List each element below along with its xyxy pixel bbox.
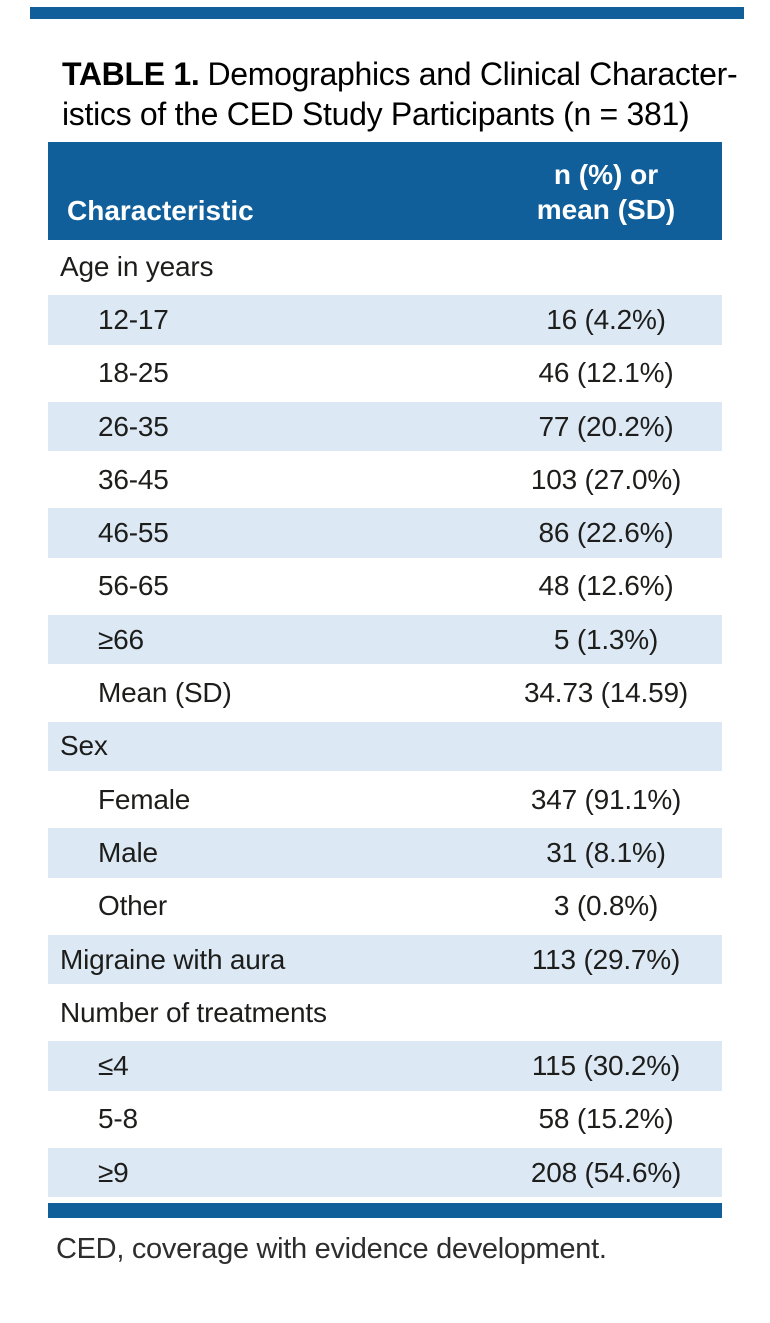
table-row: 56-65 48 (12.6%) <box>48 559 722 614</box>
row-label: 46-55 <box>98 517 169 549</box>
row-value: 48 (12.6%) <box>538 570 674 602</box>
demographics-table: Characteristic n (%) or mean (SD) Age in… <box>48 142 722 1219</box>
table-row: ≥66 5 (1.3%) <box>48 613 722 667</box>
row-label: Age in years <box>60 250 214 282</box>
row-label: 26-35 <box>98 410 169 442</box>
table-caption-line2: istics of the CED Study Participants (n … <box>62 96 690 132</box>
row-value: 3 (0.8%) <box>553 890 659 922</box>
table-row: Sex <box>48 719 722 773</box>
row-value: 34.73 (14.59) <box>524 677 688 709</box>
bottom-rule <box>48 1203 722 1219</box>
row-value: 5 (1.3%) <box>553 623 659 655</box>
table-row: Mean (SD) 34.73 (14.59) <box>48 666 722 720</box>
column-header-value-line1: n (%) or <box>553 159 659 190</box>
row-value: 16 (4.2%) <box>546 303 666 335</box>
column-header-value: n (%) or mean (SD) <box>490 157 722 227</box>
table-row: 46-55 86 (22.6%) <box>48 506 722 560</box>
row-value: 103 (27.0%) <box>530 463 682 495</box>
column-header-characteristic: Characteristic <box>67 195 254 226</box>
row-label: 56-65 <box>98 570 169 602</box>
table-row: Age in years <box>48 240 722 294</box>
table-footnote: CED, coverage with evidence development. <box>56 1233 607 1265</box>
table-row: 36-45 103 (27.0%) <box>48 453 722 507</box>
row-label: ≤4 <box>98 1050 129 1082</box>
table-row: 18-25 46 (12.1%) <box>48 346 722 400</box>
table-caption-line1: Demographics and Clinical Character- <box>207 56 738 92</box>
table-body: Age in years 12-17 16 (4.2%) 18-25 46 (1… <box>48 240 722 1200</box>
row-label: ≥9 <box>98 1156 129 1188</box>
row-label: Male <box>98 836 158 868</box>
row-label: 18-25 <box>98 357 169 389</box>
row-value: 347 (91.1%) <box>530 783 682 815</box>
row-label: Sex <box>60 730 108 762</box>
table-row: ≤4 115 (30.2%) <box>48 1039 722 1093</box>
table-row: Male 31 (8.1%) <box>48 826 722 880</box>
row-value: 113 (29.7%) <box>531 943 681 975</box>
row-label: Migraine with aura <box>60 943 286 975</box>
column-header-value-line2: mean (SD) <box>536 194 676 225</box>
row-label: ≥66 <box>98 623 144 655</box>
row-value: 58 (15.2%) <box>538 1103 674 1135</box>
row-label: 12-17 <box>98 303 169 335</box>
table-caption: TABLE 1. Demographics and Clinical Charac… <box>62 54 740 134</box>
row-label: Mean (SD) <box>98 677 232 709</box>
top-rule <box>30 7 744 19</box>
row-value: 208 (54.6%) <box>530 1156 682 1188</box>
row-value: 86 (22.6%) <box>538 517 674 549</box>
table-caption-label: TABLE 1. <box>62 56 200 92</box>
table-row: ≥9 208 (54.6%) <box>48 1146 722 1200</box>
table-row: Female 347 (91.1%) <box>48 772 722 827</box>
row-label: 36-45 <box>98 463 169 495</box>
row-label: 5-8 <box>98 1103 138 1135</box>
table-row: 26-35 77 (20.2%) <box>48 399 722 454</box>
table-row: Number of treatments <box>48 986 722 1040</box>
row-value: 77 (20.2%) <box>538 410 674 442</box>
row-value: 115 (30.2%) <box>531 1050 681 1082</box>
table-header: Characteristic n (%) or mean (SD) <box>48 142 722 240</box>
table-row: 12-17 16 (4.2%) <box>48 293 722 347</box>
row-value: 46 (12.1%) <box>538 357 674 389</box>
row-label: Female <box>98 783 191 815</box>
row-value: 31 (8.1%) <box>546 836 666 868</box>
table-row: Other 3 (0.8%) <box>48 879 722 933</box>
table-row: Migraine with aura 113 (29.7%) <box>48 932 722 987</box>
row-label: Number of treatments <box>60 996 327 1028</box>
table-row: 5-8 58 (15.2%) <box>48 1092 722 1147</box>
row-label: Other <box>98 890 168 922</box>
